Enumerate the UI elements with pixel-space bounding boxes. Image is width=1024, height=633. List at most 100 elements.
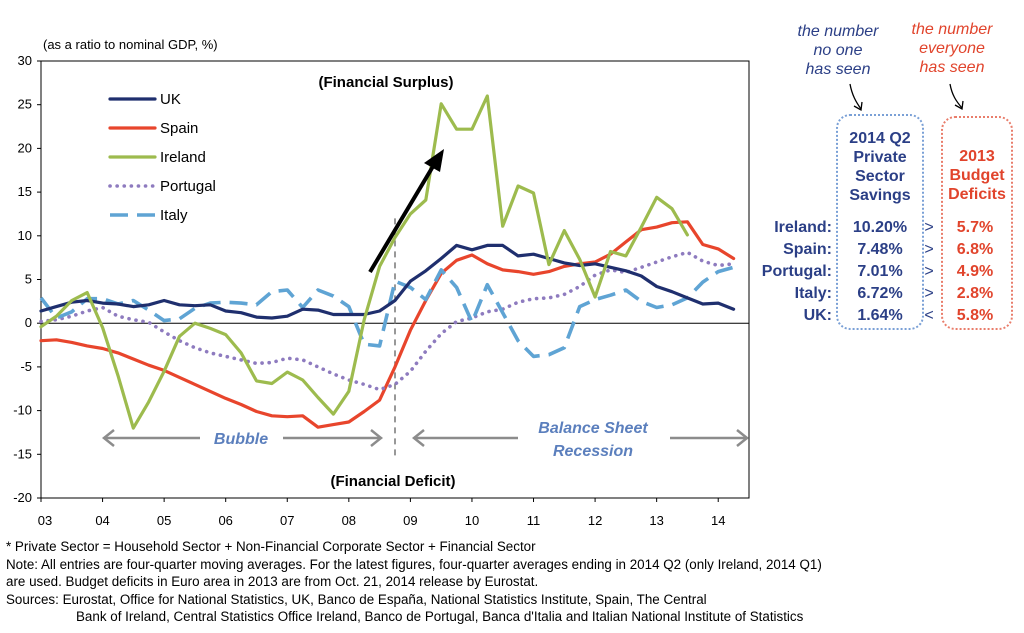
row-country: Ireland:	[774, 219, 832, 236]
y-tick-label: -5	[20, 359, 32, 374]
row-savings: 6.72%	[857, 285, 903, 302]
row-savings: 10.20%	[852, 219, 908, 236]
right-callout-arrowhead	[954, 100, 964, 111]
y-tick-label: 25	[18, 97, 32, 112]
row-savings: 7.01%	[857, 263, 903, 280]
bubble-arrow	[101, 429, 384, 447]
x-tick-label: 04	[95, 513, 109, 528]
series-line-portugal	[39, 250, 736, 392]
x-tick-label: 03	[38, 513, 52, 528]
x-tick-label: 08	[342, 513, 356, 528]
savings-box	[836, 114, 924, 330]
comparison-row: UK: 1.64% < 5.8%	[0, 305, 1024, 327]
right-callout-line: everyone	[919, 40, 985, 57]
right-callout-line: the number	[911, 21, 993, 38]
row-savings: 1.64%	[857, 307, 903, 324]
deficits-title-line: Deficits	[948, 186, 1006, 203]
series-line-ireland	[39, 94, 690, 430]
y-tick-label: -15	[13, 446, 32, 461]
row-deficit: 6.8%	[956, 241, 994, 258]
y-tick-label: 20	[18, 140, 32, 155]
recession-label: Recession	[553, 443, 633, 460]
x-tick-label: 12	[588, 513, 602, 528]
financial-surplus-label: (Financial Surplus)	[318, 74, 453, 91]
footnote-line: Sources: Eurostat, Office for National S…	[6, 591, 707, 607]
y-tick-label: 15	[18, 184, 32, 199]
comparison-row: Portugal: 7.01% > 4.9%	[0, 261, 1024, 283]
comparison-row: Italy: 6.72% > 2.8%	[0, 283, 1024, 305]
deficits-title-line: 2013	[959, 148, 995, 165]
y-tick-label: 30	[18, 53, 32, 68]
savings-title-line: 2014 Q2	[849, 130, 911, 147]
x-tick-label: 09	[403, 513, 417, 528]
financial-deficit-label: (Financial Deficit)	[330, 473, 455, 490]
y-tick-label: -10	[13, 403, 32, 418]
row-comparison: >	[924, 241, 934, 258]
row-deficit: 4.9%	[956, 263, 994, 280]
deficits-box	[941, 116, 1013, 330]
row-country: Spain:	[783, 241, 832, 258]
footnote-line: are used. Budget deficits in Euro area i…	[6, 574, 539, 589]
legend: UK Spain Ireland Portugal Italy	[108, 91, 216, 224]
row-savings: 7.48%	[857, 241, 903, 258]
savings-title-line: Savings	[849, 187, 911, 204]
row-deficit: 5.7%	[956, 219, 994, 236]
left-callout-arrow	[849, 83, 862, 110]
row-comparison: >	[924, 263, 934, 280]
y-tick-label: 10	[18, 228, 32, 243]
x-tick-label: 10	[465, 513, 479, 528]
y-tick-label: -20	[13, 490, 32, 505]
legend-label: Portugal	[160, 178, 216, 195]
legend-label: UK	[160, 91, 181, 108]
savings-title-line: Sector	[855, 168, 905, 185]
left-callout-line: no one	[813, 42, 863, 59]
comparison-row: Ireland: 10.20% > 5.7%	[0, 217, 1024, 239]
x-tick-label: 14	[711, 513, 725, 528]
series-line-spain	[39, 220, 736, 429]
x-axis: 03 04 05 06 07 08 09 10 11 12 13 14	[38, 498, 725, 528]
row-comparison: >	[924, 219, 934, 236]
series-layer	[39, 94, 736, 430]
row-country: Italy:	[794, 285, 832, 302]
savings-title-line: Private	[853, 149, 907, 166]
row-deficit: 5.8%	[956, 307, 994, 324]
y-tick-label: 5	[25, 272, 32, 287]
balance-sheet-arrow	[411, 429, 750, 447]
legend-label: Spain	[160, 120, 198, 137]
x-tick-label: 05	[157, 513, 171, 528]
right-callout: the number everyone has seen	[896, 20, 1008, 77]
row-comparison: >	[924, 285, 934, 302]
footnote-line: * Private Sector = Household Sector + No…	[6, 539, 536, 554]
row-country: UK:	[803, 307, 832, 324]
y-tick-label: 0	[25, 315, 32, 330]
left-callout-line: the number	[797, 23, 879, 40]
series-line-uk	[39, 243, 736, 320]
y-axis-label: (as a ratio to nominal GDP, %)	[43, 37, 218, 52]
balance-sheet-label: Balance Sheet	[538, 420, 648, 437]
right-callout-line: has seen	[919, 59, 985, 76]
deficits-title-line: Budget	[949, 167, 1005, 184]
right-callout-arrow	[949, 83, 963, 109]
row-comparison: <	[924, 307, 934, 324]
x-tick-label: 11	[527, 513, 541, 528]
comparison-row: Spain: 7.48% > 6.8%	[0, 239, 1024, 261]
footnote-line: Bank of Ireland, Central Statistics Offi…	[76, 609, 804, 624]
row-deficit: 2.8%	[956, 285, 994, 302]
surplus-arrow	[368, 149, 444, 274]
left-callout-arrowhead	[853, 101, 863, 112]
x-tick-label: 13	[649, 513, 663, 528]
footnotes: * Private Sector = Household Sector + No…	[6, 538, 1016, 626]
savings-box-title: 2014 Q2 Private Sector Savings	[836, 129, 924, 205]
left-callout: the number no one has seen	[788, 22, 888, 79]
series-line-italy	[39, 265, 735, 359]
x-tick-label: 07	[280, 513, 294, 528]
deficits-box-title: 2013 Budget Deficits	[941, 147, 1013, 204]
legend-label: Italy	[160, 207, 188, 224]
legend-label: Ireland	[160, 149, 206, 166]
footnote-line: Note: All entries are four-quarter movin…	[6, 556, 822, 572]
bubble-label: Bubble	[214, 431, 268, 448]
y-axis: -20 -15 -10 -5 0 5 10 15 20 25 30	[13, 53, 41, 505]
x-tick-label: 06	[218, 513, 232, 528]
left-callout-line: has seen	[805, 61, 871, 78]
